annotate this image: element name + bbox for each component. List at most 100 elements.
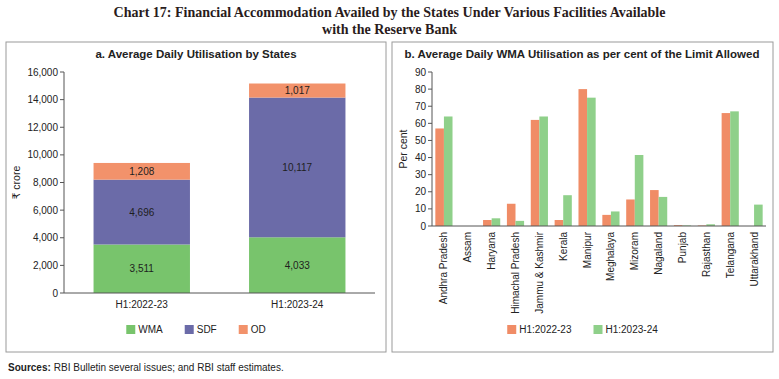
y-axis-line	[64, 72, 65, 293]
x-tick-label: Meghalaya	[605, 232, 616, 281]
y-tick	[428, 140, 432, 141]
data-label: 4,696	[129, 207, 154, 218]
legend-swatch	[185, 325, 194, 334]
data-label: 1,017	[285, 85, 310, 96]
x-tick-label: Uttarakhand	[749, 232, 760, 286]
data-label: 10,117	[282, 162, 312, 173]
x-tick-label: Assam	[462, 232, 473, 263]
y-tick	[428, 191, 432, 192]
bar	[507, 204, 516, 226]
bar	[435, 128, 444, 226]
bar-segment	[94, 163, 190, 180]
y-tick	[60, 127, 64, 128]
bar	[650, 190, 659, 226]
bar	[626, 199, 635, 226]
y-tick-label: 0	[420, 221, 426, 232]
legend-swatch	[239, 325, 248, 334]
bar	[483, 220, 492, 226]
y-tick-label: 8,000	[33, 177, 58, 188]
x-tick-label: Haryana	[486, 232, 497, 270]
y-axis-label: ₹ crore	[10, 166, 22, 200]
x-axis-line	[432, 226, 766, 227]
y-tick-label: 40	[415, 152, 427, 163]
bar	[516, 221, 525, 226]
y-tick	[428, 226, 432, 227]
y-tick-label: 90	[415, 67, 427, 78]
bar	[587, 98, 596, 226]
x-tick-label: Himachal Pradesh	[510, 232, 521, 314]
bar	[602, 215, 611, 226]
panel-frame	[6, 42, 386, 352]
data-label: 1,208	[129, 166, 154, 177]
legend-swatch	[507, 325, 516, 334]
y-tick-label: 60	[415, 118, 427, 129]
y-axis-line	[432, 72, 433, 226]
bar-segment	[249, 98, 345, 238]
x-tick-label: Nagaland	[653, 232, 664, 275]
legend: WMA SDF OD	[126, 324, 265, 335]
bars	[94, 84, 346, 293]
y-tick	[60, 293, 64, 294]
chart-canvas: Chart 17: Financial Accommodation Availe…	[0, 0, 779, 379]
y-tick	[428, 174, 432, 175]
y-tick-label: 2,000	[33, 260, 58, 271]
y-tick	[428, 106, 432, 107]
x-tick-label: Jammu & Kashmir	[534, 231, 545, 313]
y-tick-label: 4,000	[33, 232, 58, 243]
chart-title: with the Reserve Bank	[322, 22, 457, 37]
y-tick	[60, 237, 64, 238]
y-tick-label: 80	[415, 84, 427, 95]
x-tick-label: Telangana	[725, 232, 736, 279]
x-axis-line	[64, 293, 375, 294]
y-tick-label: 6,000	[33, 205, 58, 216]
chart-title: Chart 17: Financial Accommodation Availe…	[114, 5, 666, 20]
bar	[730, 111, 739, 226]
bar	[722, 113, 731, 226]
panel-title: b. Average Daily WMA Utilisation as per …	[405, 48, 760, 60]
bar	[492, 218, 501, 226]
source-text: RBI Bulletin several issues; and RBI sta…	[54, 362, 284, 373]
x-tick-label: Andhra Pradesh	[438, 232, 449, 304]
legend-swatch	[126, 325, 135, 334]
y-tick	[60, 154, 64, 155]
bar	[754, 205, 763, 226]
y-tick	[428, 72, 432, 73]
y-tick-label: 16,000	[27, 67, 58, 78]
bar	[539, 116, 548, 226]
bar	[635, 155, 644, 226]
legend-label: SDF	[197, 324, 217, 335]
panel-frame	[392, 42, 773, 352]
bars	[435, 89, 762, 226]
data-label: 3,511	[130, 263, 155, 274]
y-tick-label: 30	[415, 169, 427, 180]
panel-title: a. Average Daily Utilisation by States	[95, 48, 296, 60]
y-tick-label: 50	[415, 135, 427, 146]
bar	[444, 116, 453, 226]
legend-label: H1:2022-23	[519, 324, 572, 335]
x-tick-label: Punjab	[677, 232, 688, 264]
bar-segment	[94, 180, 190, 245]
y-axis-label: Per cent	[397, 129, 409, 168]
bar	[555, 220, 564, 226]
y-tick	[428, 89, 432, 90]
y-tick	[60, 99, 64, 100]
y-tick	[60, 265, 64, 266]
legend-label: WMA	[138, 324, 163, 335]
bar	[563, 195, 572, 226]
y-tick-label: 0	[52, 288, 58, 299]
legend-label: OD	[251, 324, 266, 335]
bar-segment	[94, 245, 190, 293]
y-tick	[60, 182, 64, 183]
y-tick	[428, 157, 432, 158]
y-tick	[60, 72, 64, 73]
x-tick-label: H1:2022-23	[116, 299, 169, 310]
bar	[659, 197, 668, 226]
bar-segment	[249, 84, 345, 98]
legend-label: H1:2023-24	[606, 324, 659, 335]
data-label: 4,033	[285, 260, 310, 271]
x-tick-label: H1:2023-24	[271, 299, 324, 310]
x-tick-label: Manipur	[582, 231, 593, 268]
bar	[531, 120, 540, 226]
x-tick-label: Mizoram	[629, 232, 640, 270]
y-tick-label: 10,000	[27, 149, 58, 160]
